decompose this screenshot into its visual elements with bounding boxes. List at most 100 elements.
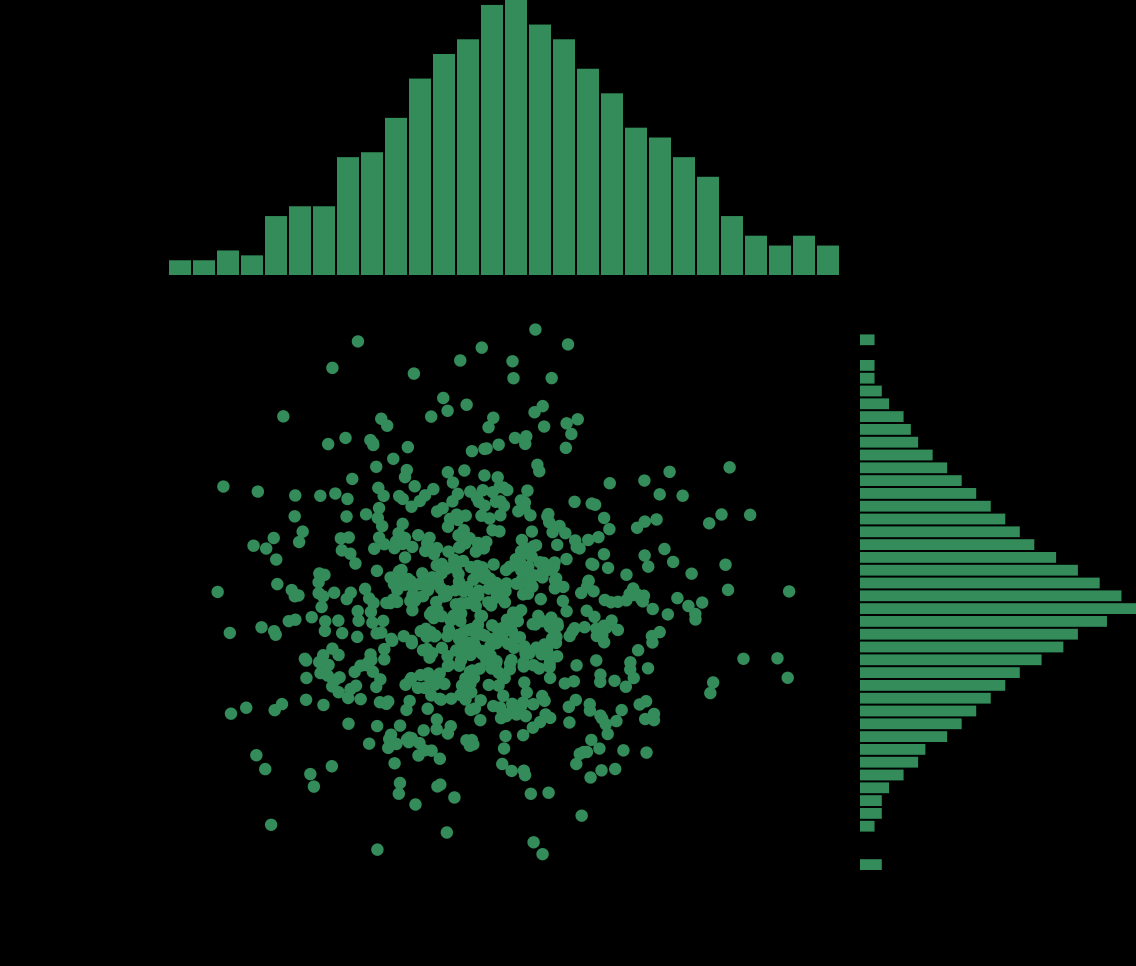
scatter-point bbox=[719, 558, 731, 570]
scatter-point bbox=[490, 496, 502, 508]
scatter-point bbox=[394, 777, 406, 789]
scatter-point bbox=[450, 563, 462, 575]
scatter-point bbox=[224, 627, 236, 639]
scatter-point bbox=[417, 724, 429, 736]
scatter-point bbox=[346, 473, 358, 485]
scatter-point bbox=[317, 699, 329, 711]
scatter-point bbox=[421, 537, 433, 549]
scatter-point bbox=[575, 809, 587, 821]
scatter-point bbox=[470, 600, 482, 612]
hist-x-bar bbox=[697, 177, 719, 275]
scatter-point bbox=[326, 362, 338, 374]
scatter-point bbox=[292, 589, 304, 601]
scatter-point bbox=[642, 560, 654, 572]
scatter-point bbox=[458, 524, 470, 536]
scatter-point bbox=[546, 632, 558, 644]
scatter-point bbox=[582, 534, 594, 546]
scatter-point bbox=[455, 607, 467, 619]
scatter-point bbox=[312, 587, 324, 599]
scatter-point bbox=[454, 354, 466, 366]
scatter-point bbox=[494, 581, 506, 593]
scatter-point bbox=[304, 768, 316, 780]
scatter-point bbox=[276, 698, 288, 710]
scatter-point bbox=[526, 525, 538, 537]
scatter-point bbox=[538, 420, 550, 432]
scatter-point bbox=[519, 438, 531, 450]
scatter-point bbox=[533, 662, 545, 674]
scatter-point bbox=[570, 659, 582, 671]
hist-y-bar bbox=[860, 821, 875, 832]
scatter-point bbox=[537, 615, 549, 627]
scatter-point bbox=[578, 621, 590, 633]
scatter-point bbox=[633, 698, 645, 710]
scatter-point bbox=[308, 780, 320, 792]
scatter-point bbox=[671, 592, 683, 604]
scatter-point bbox=[638, 549, 650, 561]
scatter-point bbox=[715, 508, 727, 520]
scatter-point bbox=[283, 615, 295, 627]
scatter-point bbox=[402, 441, 414, 453]
scatter-point bbox=[380, 698, 392, 710]
scatter-point bbox=[211, 586, 223, 598]
hist-x-bar bbox=[817, 246, 839, 275]
scatter-point bbox=[566, 625, 578, 637]
scatter-point bbox=[370, 461, 382, 473]
scatter-point bbox=[341, 493, 353, 505]
scatter-point bbox=[300, 654, 312, 666]
scatter-point bbox=[647, 603, 659, 615]
scatter-point bbox=[610, 715, 622, 727]
scatter-point bbox=[596, 712, 608, 724]
scatter-point bbox=[584, 771, 596, 783]
hist-x-bar bbox=[625, 128, 647, 275]
scatter-point bbox=[676, 490, 688, 502]
hist-x-bar bbox=[505, 0, 527, 275]
scatter-point bbox=[268, 625, 280, 637]
scatter-point bbox=[394, 719, 406, 731]
scatter-point bbox=[373, 531, 385, 543]
scatter-point bbox=[385, 633, 397, 645]
scatter-point bbox=[689, 608, 701, 620]
scatter-point bbox=[624, 656, 636, 668]
scatter-point bbox=[460, 399, 472, 411]
scatter-point bbox=[329, 487, 341, 499]
hist-x-bar bbox=[265, 216, 287, 275]
scatter-point bbox=[332, 614, 344, 626]
scatter-point bbox=[345, 587, 357, 599]
hist-y-bar bbox=[860, 808, 882, 819]
scatter-point bbox=[575, 587, 587, 599]
scatter-point bbox=[342, 692, 354, 704]
scatter-point bbox=[375, 413, 387, 425]
scatter-point bbox=[504, 663, 516, 675]
hist-y-bar bbox=[860, 565, 1078, 576]
scatter-point bbox=[370, 681, 382, 693]
scatter-point bbox=[537, 557, 549, 569]
hist-y-bar bbox=[860, 411, 904, 422]
scatter-point bbox=[441, 405, 453, 417]
scatter-point bbox=[425, 744, 437, 756]
scatter-point bbox=[520, 710, 532, 722]
scatter-point bbox=[458, 464, 470, 476]
hist-y-bar bbox=[860, 488, 976, 499]
scatter-point bbox=[495, 712, 507, 724]
scatter-point bbox=[551, 539, 563, 551]
scatter-point bbox=[581, 605, 593, 617]
scatter-point bbox=[322, 438, 334, 450]
scatter-point bbox=[445, 614, 457, 626]
scatter-point bbox=[609, 763, 621, 775]
scatter-point bbox=[359, 583, 371, 595]
scatter-point bbox=[473, 496, 485, 508]
scatter-point bbox=[425, 410, 437, 422]
scatter-point bbox=[340, 510, 352, 522]
scatter-point bbox=[383, 733, 395, 745]
hist-y-bar bbox=[860, 475, 962, 486]
hist-x-bar bbox=[481, 5, 503, 275]
scatter-point bbox=[565, 428, 577, 440]
scatter-point bbox=[453, 541, 465, 553]
scatter-point bbox=[506, 355, 518, 367]
scatter-point bbox=[501, 484, 513, 496]
hist-x-bar bbox=[361, 152, 383, 275]
scatter-point bbox=[536, 400, 548, 412]
scatter-point bbox=[388, 757, 400, 769]
hist-y-bar bbox=[860, 578, 1100, 589]
scatter-point bbox=[505, 765, 517, 777]
